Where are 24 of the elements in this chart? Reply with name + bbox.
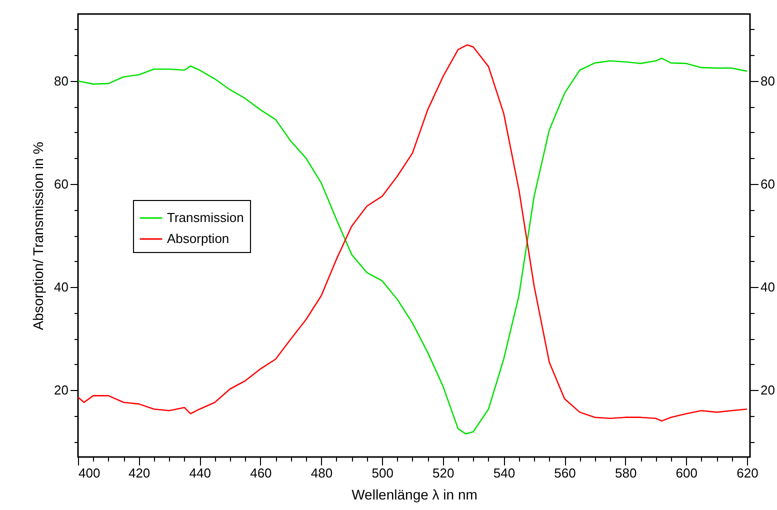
y2-tick-label: 40 <box>760 280 775 295</box>
x-tick-label: 540 <box>493 466 516 480</box>
x-tick-label: 560 <box>554 466 576 480</box>
x-tick-label: 460 <box>250 466 272 480</box>
x-tick-label: 500 <box>372 466 394 480</box>
y2-tick-label: 20 <box>760 382 775 398</box>
legend-label: Transmission <box>167 210 244 225</box>
x-tick-label: 580 <box>614 466 637 480</box>
x-tick-label: 480 <box>310 466 333 480</box>
y2-tick-label: 80 <box>760 73 775 88</box>
y-tick-label: 40 <box>54 280 68 295</box>
x-tick-label: 420 <box>128 466 150 480</box>
legend-label: Absorption <box>167 231 230 246</box>
x-tick-label: 440 <box>189 466 211 480</box>
y-tick-label: 60 <box>54 176 68 192</box>
y-tick-label: 20 <box>54 382 68 398</box>
y-tick-label: 80 <box>54 73 68 88</box>
x-axis-title: Wellenlänge λ in nm <box>352 486 478 502</box>
y-axis-title: Absorption/ Transmission in % <box>30 142 46 330</box>
x-tick-label: 600 <box>676 466 698 480</box>
x-tick-label: 520 <box>432 466 454 480</box>
x-tick-label: 400 <box>78 466 100 480</box>
x-tick-label: 620 <box>736 466 758 480</box>
y2-tick-label: 60 <box>760 176 775 192</box>
